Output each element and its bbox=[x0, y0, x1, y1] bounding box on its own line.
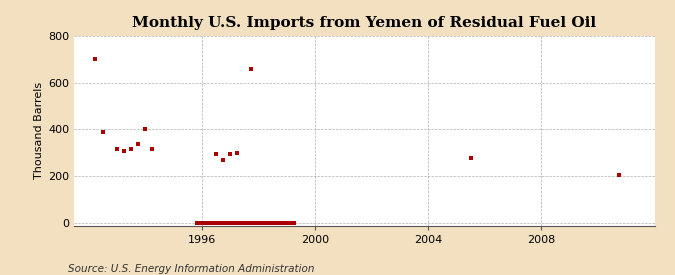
Point bbox=[225, 221, 236, 225]
Point bbox=[208, 221, 219, 225]
Point bbox=[90, 57, 101, 61]
Point bbox=[126, 147, 136, 152]
Point bbox=[288, 221, 299, 225]
Point bbox=[203, 221, 214, 225]
Point bbox=[246, 221, 256, 225]
Point bbox=[255, 221, 266, 225]
Point bbox=[217, 221, 228, 225]
Point bbox=[263, 221, 273, 225]
Point bbox=[246, 66, 256, 71]
Point bbox=[215, 221, 226, 225]
Point bbox=[111, 147, 122, 152]
Y-axis label: Thousand Barrels: Thousand Barrels bbox=[34, 82, 44, 179]
Point bbox=[465, 155, 476, 160]
Point bbox=[140, 127, 151, 132]
Point bbox=[258, 221, 269, 225]
Point bbox=[225, 152, 236, 156]
Point bbox=[213, 221, 223, 225]
Point bbox=[279, 221, 290, 225]
Point bbox=[146, 147, 157, 152]
Point bbox=[211, 152, 221, 156]
Point bbox=[272, 221, 283, 225]
Point bbox=[267, 221, 278, 225]
Point bbox=[227, 221, 238, 225]
Point bbox=[284, 221, 294, 225]
Point bbox=[614, 173, 625, 177]
Point bbox=[239, 221, 250, 225]
Point bbox=[217, 158, 228, 162]
Point bbox=[194, 221, 205, 225]
Point bbox=[196, 221, 207, 225]
Title: Monthly U.S. Imports from Yemen of Residual Fuel Oil: Monthly U.S. Imports from Yemen of Resid… bbox=[132, 16, 597, 31]
Point bbox=[118, 148, 129, 153]
Point bbox=[132, 141, 143, 146]
Point bbox=[211, 221, 221, 225]
Point bbox=[241, 221, 252, 225]
Point bbox=[220, 221, 231, 225]
Point bbox=[269, 221, 280, 225]
Point bbox=[230, 221, 240, 225]
Point bbox=[286, 221, 297, 225]
Point bbox=[222, 221, 233, 225]
Text: Source: U.S. Energy Information Administration: Source: U.S. Energy Information Administ… bbox=[68, 264, 314, 274]
Point bbox=[248, 221, 259, 225]
Point bbox=[236, 221, 247, 225]
Point bbox=[232, 221, 242, 225]
Point bbox=[281, 221, 292, 225]
Point bbox=[198, 221, 209, 225]
Point bbox=[206, 221, 217, 225]
Point bbox=[244, 221, 254, 225]
Point bbox=[274, 221, 285, 225]
Point bbox=[253, 221, 264, 225]
Point bbox=[277, 221, 288, 225]
Point bbox=[234, 221, 245, 225]
Point bbox=[201, 221, 212, 225]
Point bbox=[250, 221, 261, 225]
Point bbox=[192, 221, 202, 225]
Point bbox=[232, 151, 242, 155]
Point bbox=[97, 130, 108, 134]
Point bbox=[265, 221, 275, 225]
Point bbox=[260, 221, 271, 225]
